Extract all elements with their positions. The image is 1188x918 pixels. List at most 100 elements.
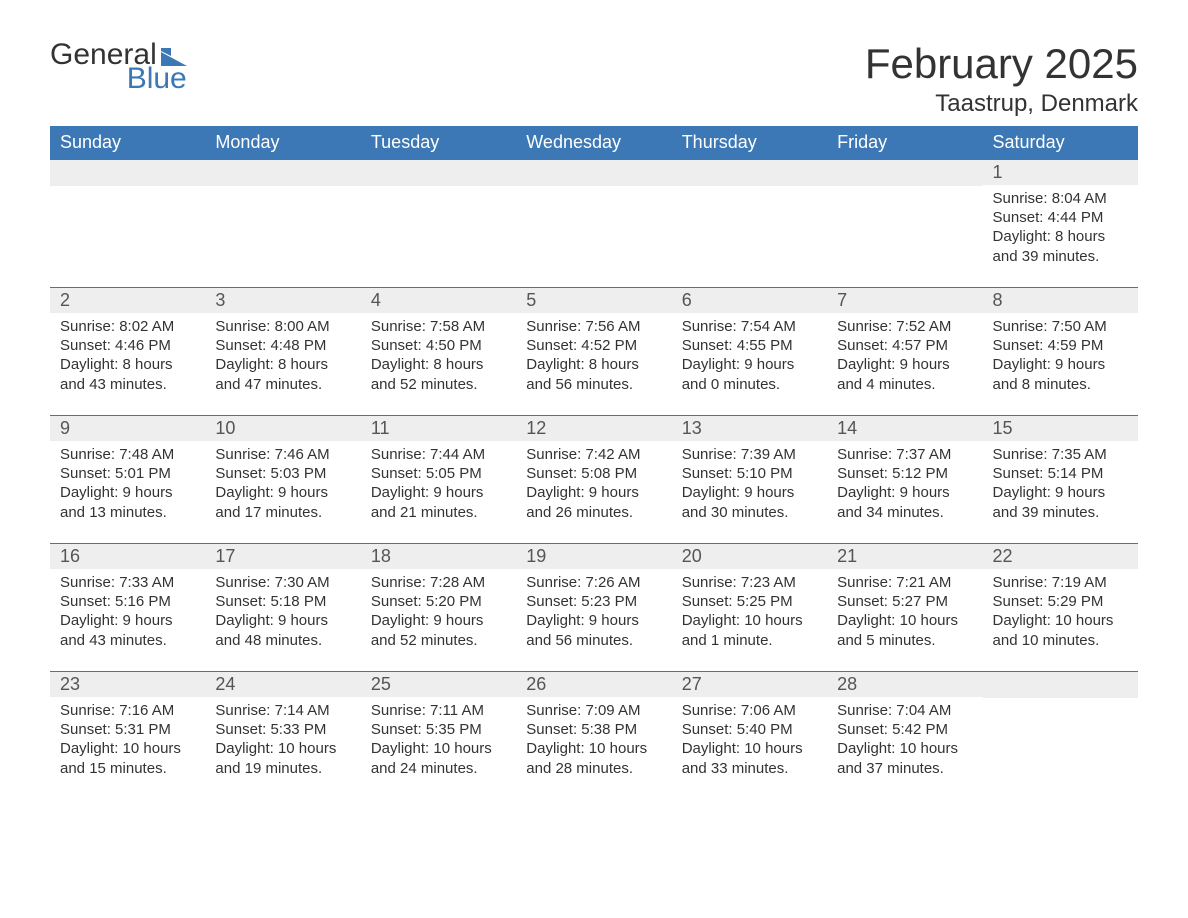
daylight-line: Daylight: 10 hours and 15 minutes. — [60, 739, 195, 777]
sunrise-line: Sunrise: 7:11 AM — [371, 701, 506, 720]
sunrise-line: Sunrise: 7:16 AM — [60, 701, 195, 720]
sunset-line: Sunset: 4:55 PM — [682, 336, 817, 355]
day-details: Sunrise: 7:50 AMSunset: 4:59 PMDaylight:… — [983, 313, 1138, 404]
sunrise-line: Sunrise: 7:56 AM — [526, 317, 661, 336]
daylight-line: Daylight: 8 hours and 39 minutes. — [993, 227, 1128, 265]
day-cell — [827, 160, 982, 287]
day-details: Sunrise: 7:37 AMSunset: 5:12 PMDaylight:… — [827, 441, 982, 532]
day-cell: 14Sunrise: 7:37 AMSunset: 5:12 PMDayligh… — [827, 416, 982, 543]
sunrise-line: Sunrise: 7:14 AM — [215, 701, 350, 720]
day-cell: 11Sunrise: 7:44 AMSunset: 5:05 PMDayligh… — [361, 416, 516, 543]
day-cell — [672, 160, 827, 287]
sunset-line: Sunset: 4:50 PM — [371, 336, 506, 355]
day-cell: 26Sunrise: 7:09 AMSunset: 5:38 PMDayligh… — [516, 672, 671, 799]
day-cell — [983, 672, 1138, 799]
daylight-line: Daylight: 9 hours and 43 minutes. — [60, 611, 195, 649]
sunset-line: Sunset: 5:14 PM — [993, 464, 1128, 483]
weekday-friday: Friday — [827, 126, 982, 159]
day-details: Sunrise: 7:35 AMSunset: 5:14 PMDaylight:… — [983, 441, 1138, 532]
day-details: Sunrise: 8:00 AMSunset: 4:48 PMDaylight:… — [205, 313, 360, 404]
day-cell: 21Sunrise: 7:21 AMSunset: 5:27 PMDayligh… — [827, 544, 982, 671]
sunset-line: Sunset: 5:33 PM — [215, 720, 350, 739]
sunset-line: Sunset: 5:29 PM — [993, 592, 1128, 611]
day-number: 10 — [205, 416, 360, 441]
daylight-line: Daylight: 9 hours and 56 minutes. — [526, 611, 661, 649]
day-details: Sunrise: 7:26 AMSunset: 5:23 PMDaylight:… — [516, 569, 671, 660]
sunrise-line: Sunrise: 7:21 AM — [837, 573, 972, 592]
day-number: 2 — [50, 288, 205, 313]
sunset-line: Sunset: 5:35 PM — [371, 720, 506, 739]
sunset-line: Sunset: 5:01 PM — [60, 464, 195, 483]
day-number — [827, 160, 982, 186]
daylight-line: Daylight: 10 hours and 19 minutes. — [215, 739, 350, 777]
sunrise-line: Sunrise: 8:00 AM — [215, 317, 350, 336]
day-cell: 13Sunrise: 7:39 AMSunset: 5:10 PMDayligh… — [672, 416, 827, 543]
sunrise-line: Sunrise: 7:44 AM — [371, 445, 506, 464]
day-number: 12 — [516, 416, 671, 441]
day-number: 16 — [50, 544, 205, 569]
sunrise-line: Sunrise: 7:48 AM — [60, 445, 195, 464]
day-number — [983, 672, 1138, 698]
day-cell: 24Sunrise: 7:14 AMSunset: 5:33 PMDayligh… — [205, 672, 360, 799]
day-cell: 8Sunrise: 7:50 AMSunset: 4:59 PMDaylight… — [983, 288, 1138, 415]
day-details: Sunrise: 7:28 AMSunset: 5:20 PMDaylight:… — [361, 569, 516, 660]
month-title: February 2025 — [865, 40, 1138, 88]
day-details: Sunrise: 8:04 AMSunset: 4:44 PMDaylight:… — [983, 185, 1138, 276]
day-number: 14 — [827, 416, 982, 441]
sunset-line: Sunset: 4:57 PM — [837, 336, 972, 355]
sunset-line: Sunset: 5:42 PM — [837, 720, 972, 739]
sunset-line: Sunset: 5:40 PM — [682, 720, 817, 739]
sunrise-line: Sunrise: 7:42 AM — [526, 445, 661, 464]
day-number: 25 — [361, 672, 516, 697]
sunrise-line: Sunrise: 7:54 AM — [682, 317, 817, 336]
day-details: Sunrise: 7:48 AMSunset: 5:01 PMDaylight:… — [50, 441, 205, 532]
sunset-line: Sunset: 5:08 PM — [526, 464, 661, 483]
weekday-monday: Monday — [205, 126, 360, 159]
sunrise-line: Sunrise: 7:39 AM — [682, 445, 817, 464]
day-number: 7 — [827, 288, 982, 313]
day-details: Sunrise: 7:16 AMSunset: 5:31 PMDaylight:… — [50, 697, 205, 788]
weekday-header-row: SundayMondayTuesdayWednesdayThursdayFrid… — [50, 126, 1138, 159]
daylight-line: Daylight: 8 hours and 52 minutes. — [371, 355, 506, 393]
sunset-line: Sunset: 5:25 PM — [682, 592, 817, 611]
daylight-line: Daylight: 9 hours and 21 minutes. — [371, 483, 506, 521]
daylight-line: Daylight: 9 hours and 0 minutes. — [682, 355, 817, 393]
day-cell: 17Sunrise: 7:30 AMSunset: 5:18 PMDayligh… — [205, 544, 360, 671]
day-number: 11 — [361, 416, 516, 441]
day-cell: 2Sunrise: 8:02 AMSunset: 4:46 PMDaylight… — [50, 288, 205, 415]
sunset-line: Sunset: 5:10 PM — [682, 464, 817, 483]
day-number — [361, 160, 516, 186]
week-row: 9Sunrise: 7:48 AMSunset: 5:01 PMDaylight… — [50, 415, 1138, 543]
weekday-wednesday: Wednesday — [516, 126, 671, 159]
sunrise-line: Sunrise: 7:50 AM — [993, 317, 1128, 336]
day-number: 8 — [983, 288, 1138, 313]
day-cell: 20Sunrise: 7:23 AMSunset: 5:25 PMDayligh… — [672, 544, 827, 671]
sunset-line: Sunset: 5:23 PM — [526, 592, 661, 611]
day-details: Sunrise: 7:56 AMSunset: 4:52 PMDaylight:… — [516, 313, 671, 404]
week-row: 23Sunrise: 7:16 AMSunset: 5:31 PMDayligh… — [50, 671, 1138, 799]
daylight-line: Daylight: 9 hours and 26 minutes. — [526, 483, 661, 521]
day-details: Sunrise: 7:52 AMSunset: 4:57 PMDaylight:… — [827, 313, 982, 404]
sunrise-line: Sunrise: 7:46 AM — [215, 445, 350, 464]
day-number: 5 — [516, 288, 671, 313]
page-header: General Blue February 2025 Taastrup, Den… — [50, 40, 1138, 118]
sunrise-line: Sunrise: 7:52 AM — [837, 317, 972, 336]
sunrise-line: Sunrise: 7:04 AM — [837, 701, 972, 720]
day-cell: 4Sunrise: 7:58 AMSunset: 4:50 PMDaylight… — [361, 288, 516, 415]
day-number: 13 — [672, 416, 827, 441]
daylight-line: Daylight: 10 hours and 1 minute. — [682, 611, 817, 649]
sunrise-line: Sunrise: 7:58 AM — [371, 317, 506, 336]
day-number: 27 — [672, 672, 827, 697]
sunset-line: Sunset: 5:31 PM — [60, 720, 195, 739]
daylight-line: Daylight: 8 hours and 43 minutes. — [60, 355, 195, 393]
sunset-line: Sunset: 5:20 PM — [371, 592, 506, 611]
day-number: 1 — [983, 160, 1138, 185]
logo-flag-icon — [161, 48, 187, 66]
daylight-line: Daylight: 10 hours and 10 minutes. — [993, 611, 1128, 649]
daylight-line: Daylight: 9 hours and 8 minutes. — [993, 355, 1128, 393]
sunrise-line: Sunrise: 7:06 AM — [682, 701, 817, 720]
sunset-line: Sunset: 5:03 PM — [215, 464, 350, 483]
daylight-line: Daylight: 10 hours and 33 minutes. — [682, 739, 817, 777]
daylight-line: Daylight: 9 hours and 48 minutes. — [215, 611, 350, 649]
sunrise-line: Sunrise: 7:37 AM — [837, 445, 972, 464]
